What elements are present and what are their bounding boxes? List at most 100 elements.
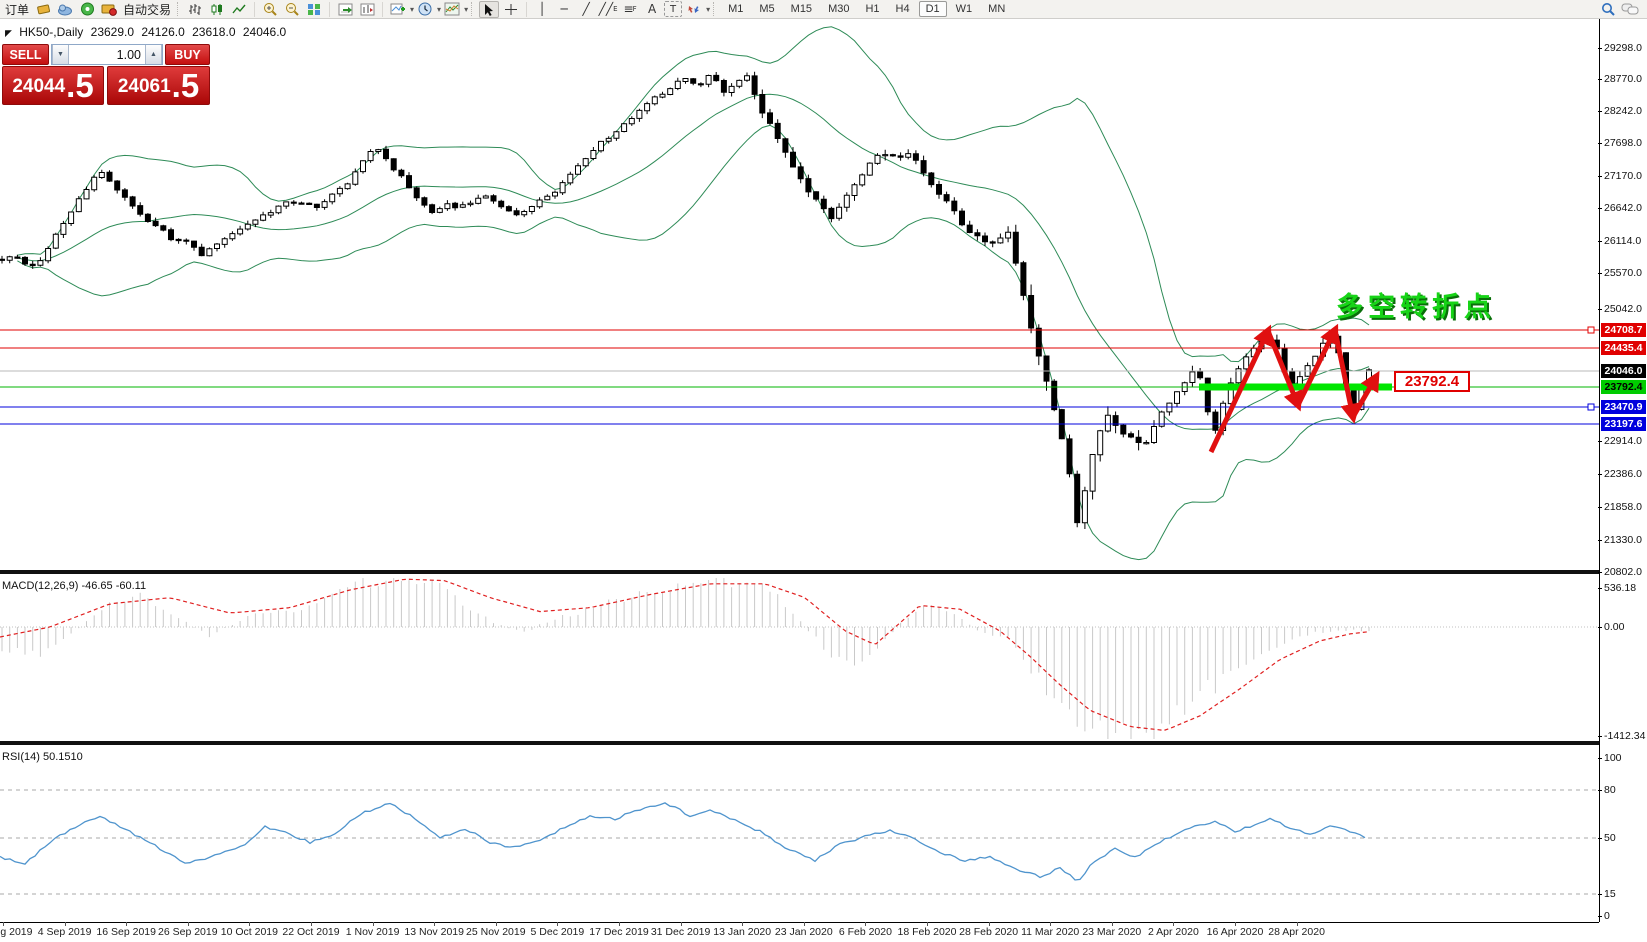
timeframe-m15-button[interactable]: M15 [790,3,813,15]
date-tick [927,922,928,926]
toolbar: 订单 自动交易 ▾ [0,0,1647,19]
volume-increase-button[interactable]: ▲ [145,45,162,64]
zoom-out-icon[interactable] [282,1,302,18]
buy-button[interactable]: BUY [165,44,210,65]
toolbar-separator [329,1,331,17]
date-label: 25 Nov 2019 [466,926,526,938]
timeframe-h1-button[interactable]: H1 [865,3,880,15]
line-chart-icon[interactable] [229,1,249,18]
new-order-button[interactable]: 订单 [5,2,30,17]
macd-axis-label: 536.18 [1598,582,1636,594]
signals-icon[interactable] [77,1,97,18]
rsi-axis-label: 50 [1598,832,1616,844]
timeframe-m1-button[interactable]: M1 [728,3,744,15]
bear-candles [0,74,1357,524]
candlestick-chart-icon[interactable] [207,1,227,18]
bar-chart-icon[interactable] [185,1,205,18]
date-label: 31 Dec 2019 [650,926,711,938]
date-tick [988,922,990,926]
indicators-caret-icon[interactable]: ▾ [410,4,415,14]
timeframe-h4-button[interactable]: H4 [895,3,910,15]
turning-point-annotation[interactable]: 多空转折点 [1336,292,1496,322]
date-tick [1235,922,1236,926]
buy-price-button[interactable]: 24061 .5 [107,66,210,105]
autotrade-icon[interactable] [99,1,119,18]
zigzag-arrow-4[interactable] [1332,329,1361,424]
equidistant-channel-tool[interactable]: ╱╱ E [598,2,618,16]
price-axis-label: 27698.0 [1598,137,1642,149]
date-label: 22 Oct 2019 [282,926,340,938]
price-axis-label: 22914.0 [1598,435,1642,447]
sell-price-button[interactable]: 24044 .5 [2,66,104,105]
date-tick [495,922,497,926]
indicators-button[interactable] [388,1,408,18]
pane-bottom-line [0,922,1599,923]
history-center-icon[interactable] [33,1,53,18]
pane-divider[interactable] [0,570,1599,574]
rsi-pane-canvas[interactable] [0,746,1599,922]
date-label: 13 Nov 2019 [404,926,464,938]
templates-caret-icon[interactable]: ▾ [464,4,469,14]
price-chart-canvas[interactable] [0,19,1599,570]
zigzag-arrow-2[interactable] [1265,330,1303,412]
date-label: 28 Feb 2020 [959,926,1019,938]
vertical-line-tool[interactable]: │ [538,2,546,16]
rsi-line [0,802,1366,881]
level-handle[interactable] [1587,403,1595,411]
zigzag-arrow-1[interactable] [1208,324,1272,454]
timeframe-mn-button[interactable]: MN [988,3,1006,15]
volume-input[interactable]: 1.00 [69,45,145,64]
periods-button[interactable] [415,1,435,18]
date-tick [557,922,559,926]
date-label: 26 Sep 2019 [158,926,218,938]
macd-pane-canvas[interactable] [0,574,1599,741]
text-tool[interactable]: A [647,2,657,16]
date-tick [1050,922,1052,926]
fibonacci-tool[interactable]: ≡ F [623,2,637,16]
pane-divider[interactable] [0,741,1599,745]
price-tag-24046.0: 24046.0 [1601,364,1646,378]
date-tick [803,922,805,926]
cursor-button[interactable] [479,0,500,18]
macd-histogram [1,578,1370,739]
auto-scroll-icon[interactable] [335,1,355,18]
timeframe-d1-button[interactable]: D1 [918,1,947,17]
date-tick [372,922,374,926]
date-tick [619,922,620,926]
text-label-tool[interactable]: T [664,1,683,17]
crosshair-button[interactable] [501,1,521,18]
sell-button[interactable]: SELL [2,44,49,65]
chart-shift-icon[interactable] [357,1,377,18]
toolbar-separator [526,1,528,17]
zigzag-arrow-3[interactable] [1295,323,1339,407]
autotrade-button[interactable]: 自动交易 [123,2,172,17]
support-highlight-bar[interactable] [1199,383,1392,391]
periods-caret-icon[interactable]: ▾ [437,4,442,14]
trendline-tool[interactable]: ╱ [582,2,590,16]
date-label: 23 Jan 2020 [774,926,833,938]
horizontal-line-tool[interactable]: ─ [560,2,568,16]
tile-windows-icon[interactable] [304,1,324,18]
chat-icon[interactable] [1620,1,1640,18]
volume-decrease-button[interactable]: ▼ [52,45,69,64]
timeframe-w1-button[interactable]: W1 [955,3,973,15]
arrows-caret-icon[interactable]: ▾ [706,4,711,14]
zoom-in-icon[interactable] [260,1,280,18]
date-tick [1173,922,1175,926]
search-icon[interactable] [1598,1,1618,18]
toolbar-grip [471,2,475,16]
timeframe-m30-button[interactable]: M30 [828,3,850,15]
level-handle[interactable] [1587,326,1595,334]
zigzag-arrow-5[interactable] [1350,370,1380,419]
level-callout-label[interactable]: 23792.4 [1394,371,1470,392]
arrows-tool[interactable] [684,1,704,18]
templates-button[interactable] [442,1,462,18]
market-news-icon[interactable] [55,1,75,18]
price-axis-label: 25042.0 [1598,303,1642,315]
rsi-axis-label: 80 [1598,784,1616,796]
buy-price-pip: .5 [171,67,200,104]
date-tick [1296,922,1298,926]
timeframe-m5-button[interactable]: M5 [759,3,775,15]
price-tag-24435.4: 24435.4 [1601,341,1646,355]
macd-signal-line [0,578,1369,732]
